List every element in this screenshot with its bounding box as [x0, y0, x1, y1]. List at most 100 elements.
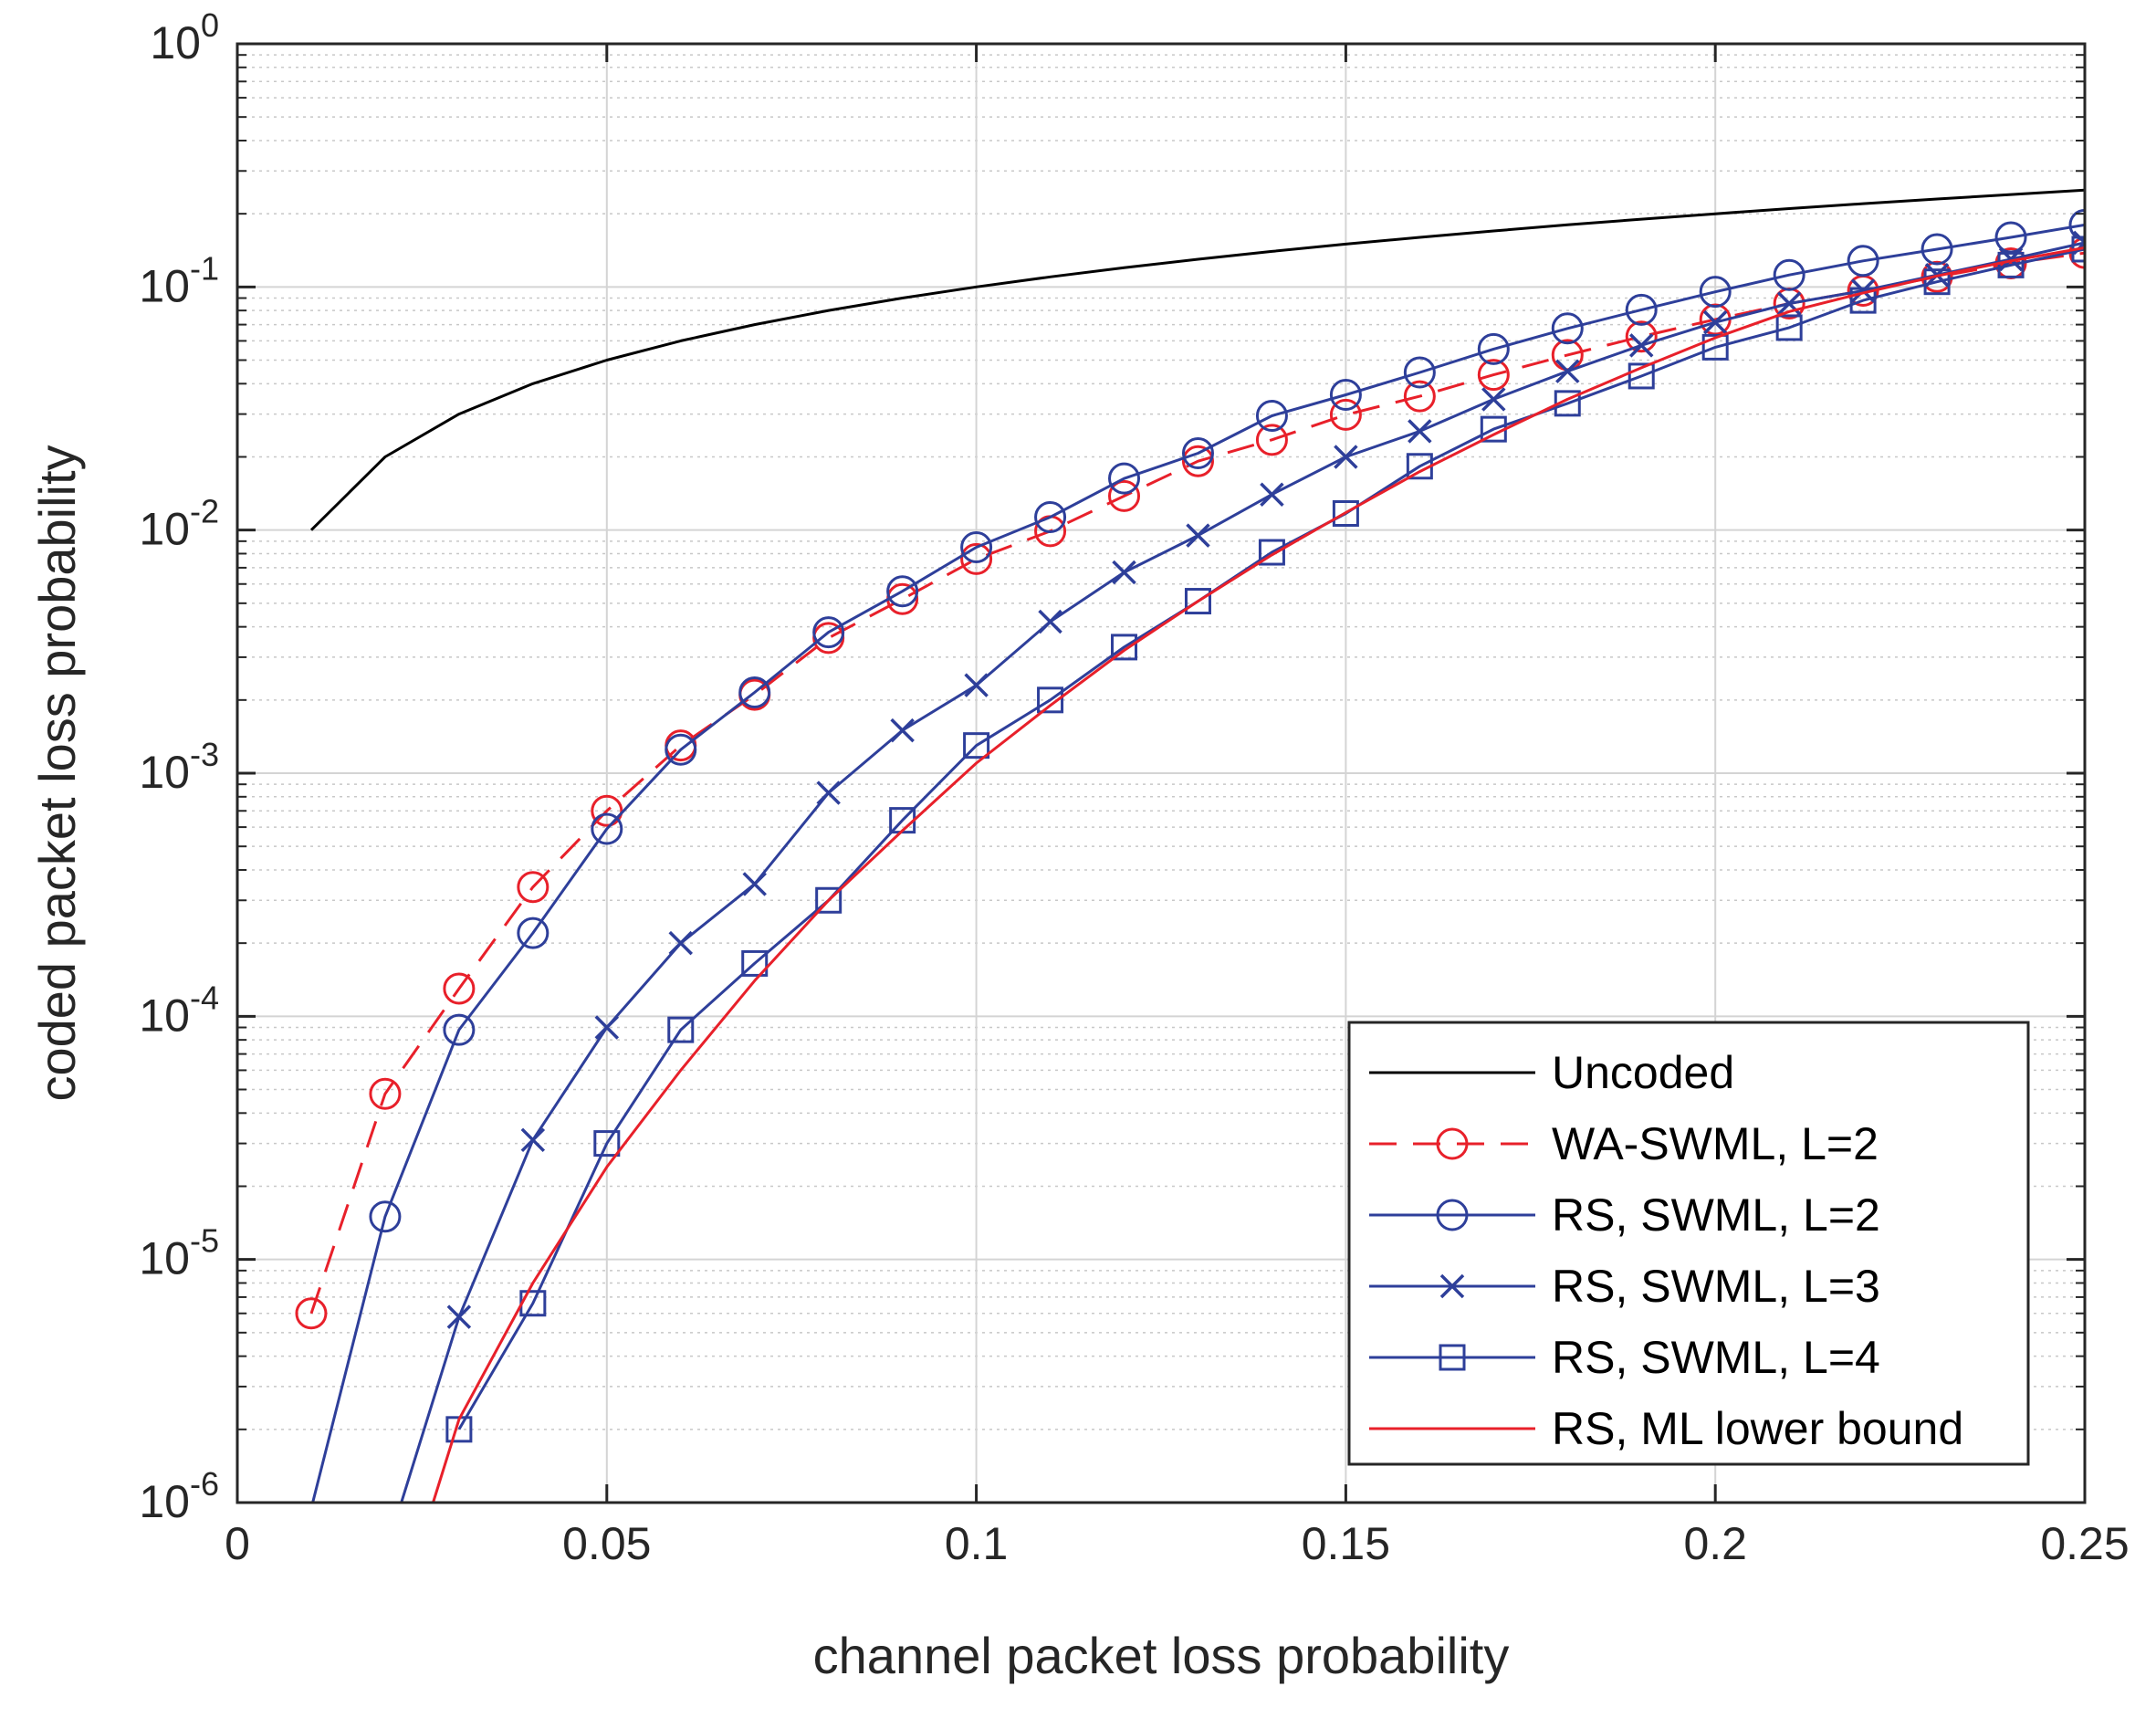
- data-point: [1329, 398, 1362, 431]
- data-point: [517, 917, 549, 949]
- legend-entry-rs-swml-l-4: RS, SWML, L=4: [1369, 1332, 1880, 1383]
- legend-label: RS, SWML, L=2: [1552, 1189, 1880, 1241]
- data-point: [443, 1013, 476, 1046]
- data-point: [1551, 312, 1584, 345]
- data-point: [963, 732, 990, 759]
- data-point: [446, 1304, 472, 1329]
- legend-entry-rs-swml-l-3: RS, SWML, L=3: [1369, 1261, 1880, 1312]
- legend: Uncoded WA-SWML, L=2 RS, SWML, L=2 RS, SWML…: [1347, 1021, 2030, 1466]
- legend-entry-uncoded: Uncoded: [1369, 1047, 1734, 1098]
- x-tick-label: 0.05: [562, 1518, 651, 1569]
- data-point: [890, 718, 915, 743]
- legend-marker: [1436, 1127, 1469, 1160]
- data-point: [1849, 287, 1877, 314]
- data-point: [1255, 400, 1288, 433]
- series-line-uncoded: [309, 188, 2085, 531]
- data-point: [1108, 479, 1141, 512]
- series-group: [295, 188, 2085, 1503]
- data-point: [816, 780, 841, 805]
- data-point: [886, 575, 919, 608]
- data-point: [1034, 501, 1067, 534]
- data-point: [1625, 293, 1658, 326]
- data-point: [1181, 445, 1214, 477]
- legend-label: RS, SWML, L=4: [1552, 1332, 1880, 1383]
- legend-label: WA-SWML, L=2: [1552, 1118, 1879, 1169]
- legend-entry-rs-ml-lower-bound: RS, ML lower bound: [1369, 1403, 1963, 1454]
- legend-marker: [1439, 1273, 1465, 1299]
- data-point: [1555, 359, 1580, 383]
- x-tick-label: 0.15: [1302, 1518, 1390, 1569]
- data-point: [1702, 309, 1728, 335]
- data-point: [1775, 314, 1803, 341]
- data-point: [295, 1297, 328, 1330]
- data-point: [1184, 588, 1211, 615]
- data-point: [1037, 686, 1064, 714]
- data-point: [960, 542, 993, 575]
- data-point: [1477, 332, 1510, 365]
- series-line-rs-swml-l-3: [400, 241, 2085, 1503]
- series-line-rs-swml-l-4: [457, 247, 2085, 1430]
- data-point: [1923, 268, 1951, 296]
- data-point: [1773, 258, 1805, 291]
- data-point: [1997, 251, 2025, 278]
- axis-tick-labels: 10-6 10-5 10-4 10-3 10-2 10-1 100 0 0.05 0.1 0.15 0…: [139, 6, 2129, 1569]
- data-point: [815, 886, 843, 914]
- data-point: [591, 812, 623, 845]
- data-point: [1186, 523, 1210, 548]
- series-line-rs-ml-lower-bound: [432, 246, 2085, 1503]
- data-point: [1699, 276, 1732, 309]
- x-tick-label: 0.2: [1683, 1518, 1747, 1569]
- data-point: [1481, 387, 1506, 412]
- data-point: [1260, 482, 1284, 507]
- legend-label: RS, SWML, L=3: [1552, 1261, 1880, 1312]
- data-point: [593, 1130, 621, 1158]
- y-tick-label: 10-4: [139, 979, 219, 1041]
- data-point: [1627, 362, 1655, 390]
- data-point: [1921, 233, 1953, 266]
- series-rs-swml-l-2: [311, 208, 2085, 1503]
- data-point: [591, 794, 623, 827]
- data-point: [369, 1077, 402, 1110]
- data-point: [1181, 437, 1214, 470]
- data-point: [517, 871, 549, 904]
- axis-ticks: [235, 42, 2087, 1504]
- y-axis-label: coded packet loss probability: [28, 445, 86, 1101]
- data-point: [738, 676, 771, 708]
- data-point: [1038, 609, 1062, 634]
- data-point: [964, 673, 989, 697]
- x-tick-label: 0.1: [945, 1518, 1009, 1569]
- data-point: [1108, 462, 1141, 495]
- data-point: [742, 872, 767, 896]
- data-point: [667, 1016, 695, 1043]
- data-point: [1629, 333, 1654, 358]
- x-axis-label: channel packet loss probability: [813, 1627, 1510, 1684]
- data-point: [1701, 333, 1729, 361]
- data-point: [1408, 419, 1432, 444]
- legend-box: [1347, 1021, 2030, 1466]
- y-tick-label: 100: [150, 6, 219, 68]
- data-point: [1334, 445, 1358, 469]
- data-point: [443, 972, 476, 1005]
- series-uncoded: [309, 188, 2085, 531]
- y-tick-label: 10-3: [139, 736, 219, 798]
- x-tick-label: 0.25: [2040, 1518, 2129, 1569]
- legend-marker: [1439, 1344, 1466, 1371]
- data-point: [1329, 379, 1362, 412]
- y-tick-label: 10-6: [139, 1465, 219, 1527]
- series-line-rs-swml-l-2: [311, 223, 2085, 1503]
- data-point: [2068, 208, 2085, 241]
- data-point: [1477, 359, 1510, 392]
- data-point: [1554, 390, 1581, 417]
- series-rs-swml-l-4: [445, 236, 2085, 1443]
- data-point: [668, 930, 693, 956]
- grid: [236, 43, 2086, 1503]
- data-point: [594, 1015, 620, 1040]
- legend-entry-wa-swml-l-2: WA-SWML, L=2: [1369, 1118, 1879, 1169]
- data-point: [1112, 560, 1136, 585]
- data-point: [1403, 356, 1436, 389]
- data-point: [1847, 245, 1879, 278]
- data-point: [1625, 320, 1658, 353]
- data-point: [520, 1127, 546, 1153]
- legend-label: Uncoded: [1552, 1047, 1734, 1098]
